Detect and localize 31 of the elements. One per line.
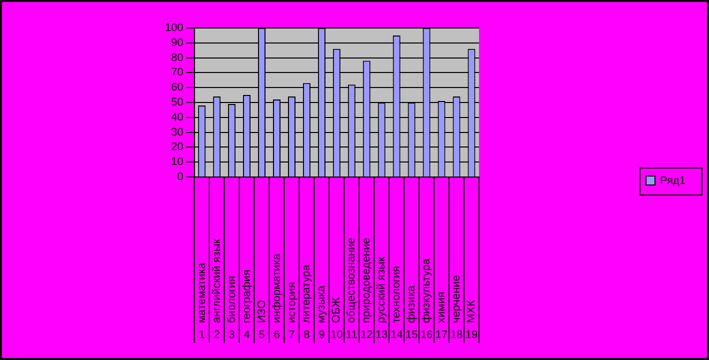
x-tick-label: 16 физкультура	[420, 258, 433, 342]
y-tick-label: 0	[177, 171, 184, 184]
x-tick-label: 19 МХК	[465, 300, 478, 342]
x-tick-label: 6 информатика	[270, 252, 283, 342]
y-tick-label: 40	[171, 111, 184, 124]
x-tick-label: 13 русский язык	[375, 256, 388, 342]
x-tick-label: 17 химия	[435, 292, 448, 342]
y-tick-label: 10	[171, 156, 184, 168]
legend-label: Ряд1	[660, 175, 686, 188]
x-tick-label: 9 музыка	[316, 284, 328, 342]
x-tick-label: 12 природоведение	[360, 238, 373, 342]
x-tick-label: 8 литература	[300, 264, 313, 342]
x-tick-label: 4 география	[240, 270, 253, 342]
x-tick-label: 1 математика	[196, 262, 208, 342]
x-tick-label: 7 история	[286, 282, 298, 342]
x-tick-label: 3 биология	[226, 276, 238, 342]
x-tick-label: 5 ИЗО	[256, 300, 268, 342]
x-tick-label: 18 черчение	[450, 275, 463, 342]
x-tick-label: 10 ОБЖ	[330, 297, 343, 342]
y-tick-label: 80	[171, 52, 184, 64]
x-tick-label: 14 технология	[390, 266, 403, 342]
y-tick-label: 60	[171, 82, 184, 94]
y-tick-label: 70	[171, 66, 184, 79]
x-tick-label: 11 обществознание	[346, 238, 358, 342]
x-tick-label: 2 английский язык	[210, 238, 223, 342]
y-tick-label: 90	[171, 36, 184, 49]
y-tick-label: 50	[171, 96, 184, 109]
x-tick-label: 15 физика	[405, 284, 418, 342]
y-tick-label: 30	[171, 126, 184, 138]
y-tick-label: 20	[171, 141, 184, 154]
y-tick-label: 100	[164, 22, 184, 34]
